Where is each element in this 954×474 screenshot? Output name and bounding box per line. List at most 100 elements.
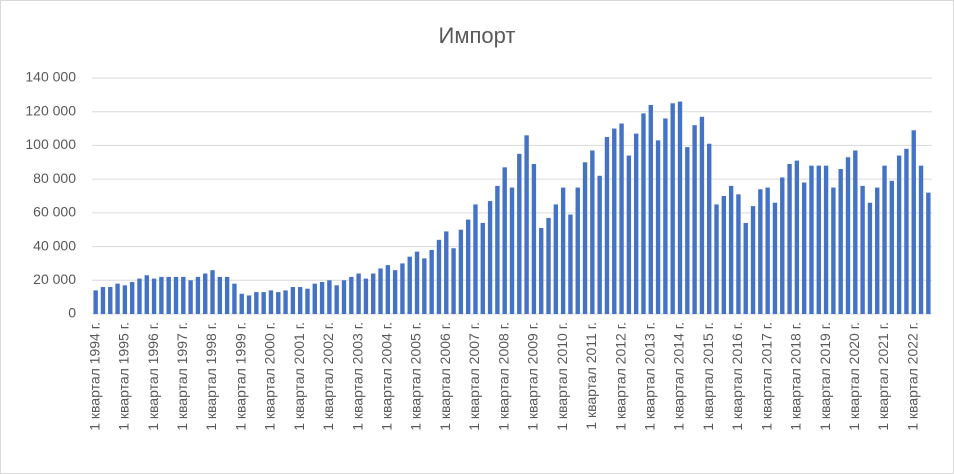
- bar: [502, 167, 507, 314]
- bar: [115, 283, 120, 314]
- bar: [794, 160, 800, 314]
- bar: [546, 217, 551, 314]
- x-tick-label: 1 квартал 1999 г.: [232, 322, 248, 431]
- bar: [195, 276, 201, 314]
- bar: [385, 265, 391, 314]
- x-tick-label: 1 квартал 2000 г.: [262, 322, 278, 431]
- bar: [714, 204, 719, 314]
- bar: [232, 283, 237, 314]
- bar: [480, 222, 485, 314]
- x-tick-label: 1 квартал 2004 г.: [379, 322, 395, 431]
- bar: [604, 137, 610, 314]
- bar: [707, 143, 712, 314]
- bar: [414, 251, 420, 314]
- bar: [458, 229, 464, 314]
- x-tick-label: 1 квартал 2015 г.: [700, 322, 716, 431]
- bar: [750, 206, 756, 314]
- bar: [728, 185, 734, 314]
- bar: [319, 281, 325, 314]
- bar: [896, 155, 902, 314]
- bar: [560, 187, 566, 314]
- x-tick-label: 1 квартал 2013 г.: [641, 322, 657, 431]
- bar: [495, 185, 500, 314]
- x-tick-label: 1 квартал 1998 г.: [203, 322, 219, 431]
- bar: [867, 202, 873, 314]
- bar: [254, 292, 259, 314]
- bar: [780, 177, 785, 314]
- bar: [217, 276, 223, 314]
- bar: [392, 270, 398, 314]
- bar: [305, 288, 310, 314]
- y-tick-label: 60 000: [33, 204, 76, 220]
- bar: [210, 270, 215, 314]
- bar: [882, 165, 887, 314]
- bar: [772, 202, 778, 314]
- bar: [129, 281, 135, 314]
- bar: [597, 175, 602, 314]
- bar: [809, 165, 814, 314]
- x-tick-label: 1 квартал 2018 г.: [788, 322, 804, 431]
- bar: [831, 187, 836, 314]
- x-tick-label: 1 квартал 2001 г.: [291, 322, 307, 431]
- bar: [721, 196, 727, 314]
- bar: [100, 287, 106, 314]
- bar: [904, 148, 909, 314]
- x-tick-label: 1 квартал 2007 г.: [466, 322, 482, 431]
- x-tick-label: 1 квартал 2011 г.: [583, 322, 599, 430]
- bar: [349, 276, 354, 314]
- bar: [860, 185, 865, 314]
- bar: [436, 239, 442, 314]
- bar: [261, 292, 266, 314]
- bar: [816, 165, 821, 314]
- bar: [692, 125, 697, 314]
- bar: [524, 135, 529, 314]
- bar: [224, 276, 230, 314]
- bar: [612, 128, 617, 314]
- bar: [429, 249, 434, 314]
- x-tick-label: 1 квартал 1997 г.: [174, 322, 190, 431]
- y-tick-label: 100 000: [25, 136, 76, 152]
- bar: [334, 285, 339, 314]
- bar: [758, 189, 763, 314]
- y-tick-label: 40 000: [33, 237, 76, 253]
- bar: [911, 130, 916, 314]
- x-tick-label: 1 квартал 1994 г.: [86, 322, 102, 431]
- bar: [444, 231, 449, 314]
- bar: [641, 113, 646, 315]
- bar: [663, 118, 668, 314]
- x-tick-label: 1 квартал 2002 г.: [320, 322, 336, 431]
- bar: [407, 256, 412, 314]
- bar: [341, 280, 347, 314]
- bar: [290, 287, 296, 314]
- bar: [283, 290, 288, 314]
- bar: [517, 153, 522, 314]
- bar: [801, 182, 807, 314]
- x-tick-label: 1 квартал 2021 г.: [875, 322, 891, 431]
- bar: [487, 201, 493, 314]
- x-tick-label: 1 квартал 2022 г.: [904, 322, 920, 431]
- x-tick-label: 1 квартал 2014 г.: [671, 322, 687, 431]
- bar: [144, 275, 149, 314]
- bar: [356, 273, 361, 314]
- y-tick-label: 140 000: [25, 69, 76, 85]
- bar: [509, 187, 515, 314]
- bar: [736, 194, 741, 314]
- bar: [363, 278, 369, 314]
- bar: [188, 280, 193, 314]
- x-tick-label: 1 квартал 2012 г.: [612, 322, 628, 431]
- x-tick-label: 1 квартал 1995 г.: [116, 322, 132, 431]
- bar: [575, 187, 580, 314]
- bar: [619, 123, 624, 314]
- bar: [239, 293, 244, 314]
- bar: [926, 192, 931, 314]
- y-tick-label: 80 000: [33, 170, 76, 186]
- bar: [787, 163, 792, 314]
- bar: [823, 165, 829, 314]
- x-tick-label: 1 квартал 2005 г.: [408, 322, 424, 431]
- y-tick-label: 20 000: [33, 271, 76, 287]
- bar: [268, 290, 274, 314]
- bar: [845, 157, 851, 314]
- bar: [93, 290, 98, 314]
- bar: [765, 187, 770, 314]
